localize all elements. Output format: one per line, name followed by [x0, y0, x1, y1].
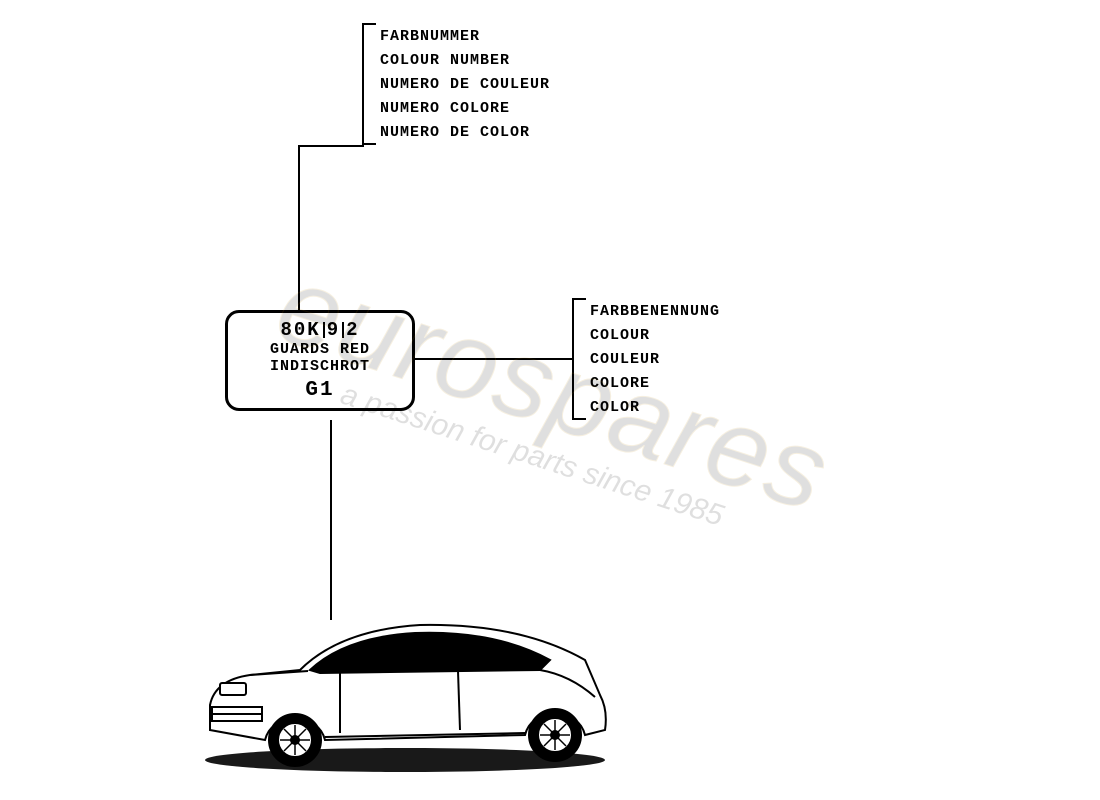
watermark-main: eurospares [59, 174, 1049, 604]
connector-line [298, 145, 300, 310]
plate-code-mid: 9 [327, 319, 340, 341]
label-line: COULEUR [590, 348, 720, 372]
connector-line [298, 145, 364, 147]
colour-plate: 80K 92 GUARDS RED INDISCHROT G1 [225, 310, 415, 411]
label-line: COLOUR NUMBER [380, 49, 550, 73]
label-line: NUMERO DE COLOR [380, 121, 550, 145]
plate-code-left: 80K [280, 319, 320, 341]
label-line: FARBBENENNUNG [590, 300, 720, 324]
car-illustration [190, 575, 620, 775]
plate-name-de: INDISCHROT [242, 358, 398, 375]
label-line: COLOUR [590, 324, 720, 348]
connector-line [415, 358, 573, 360]
label-line: NUMERO DE COULEUR [380, 73, 550, 97]
plate-code-right: 2 [346, 319, 359, 341]
label-line: FARBNUMMER [380, 25, 550, 49]
separator-icon [323, 322, 325, 338]
separator-icon [342, 322, 344, 338]
bracket-top [362, 23, 364, 145]
car-icon [190, 575, 620, 775]
label-line: COLOR [590, 396, 720, 420]
colour-labels: FARBBENENNUNG COLOUR COULEUR COLORE COLO… [590, 300, 720, 420]
colour-number-labels: FARBNUMMER COLOUR NUMBER NUMERO DE COULE… [380, 25, 550, 145]
plate-code-bottom: G1 [242, 379, 398, 402]
label-line: COLORE [590, 372, 720, 396]
watermark: eurospares a passion for parts since 198… [51, 174, 1049, 627]
plate-name-en: GUARDS RED [242, 341, 398, 358]
plate-code-row: 80K 92 [242, 319, 398, 341]
diagram-canvas: FARBNUMMER COLOUR NUMBER NUMERO DE COULE… [0, 0, 1100, 800]
label-line: NUMERO COLORE [380, 97, 550, 121]
